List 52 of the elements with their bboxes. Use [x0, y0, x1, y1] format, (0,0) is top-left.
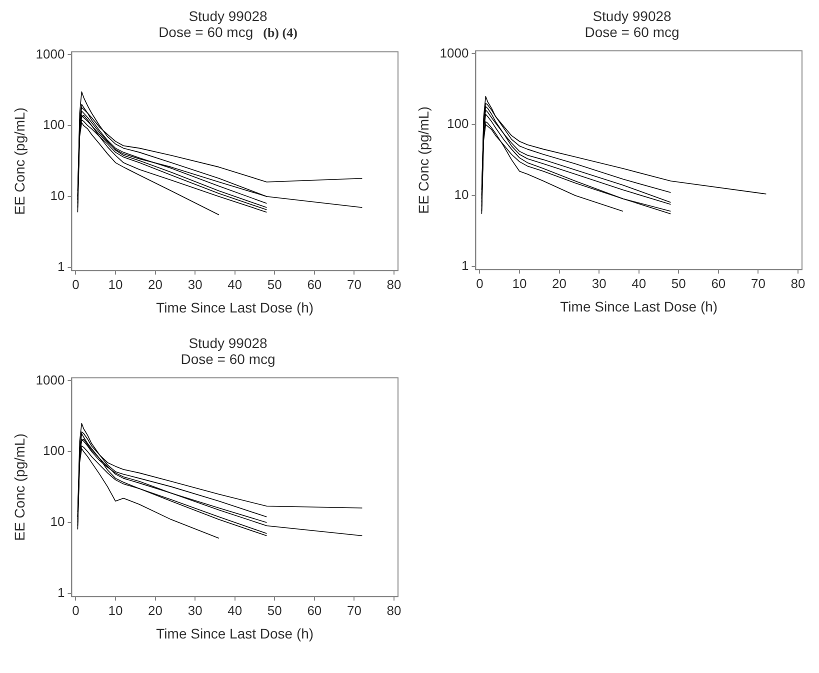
x-tick-label: 50 [267, 602, 282, 618]
y-tick-label: 1000 [36, 372, 65, 388]
x-axis-title: Time Since Last Dose (h) [156, 625, 314, 642]
y-tick-label: 100 [43, 117, 65, 132]
y-axis-title: EE Conc (pg/mL) [11, 434, 28, 541]
y-tick-label: 1000 [440, 45, 469, 60]
x-axis-title: Time Since Last Dose (h) [560, 298, 718, 314]
y-tick-label: 1000 [36, 46, 65, 62]
x-tick-label: 30 [592, 276, 606, 291]
x-tick-label: 20 [148, 276, 163, 292]
x-tick-label: 70 [346, 602, 362, 618]
x-tick-label: 60 [307, 602, 322, 618]
chart-title: Study 99028 [592, 8, 672, 24]
chart-subtitle: Dose = 60 mcg [584, 24, 680, 40]
y-tick-label: 10 [50, 188, 65, 204]
chart-subtitle: Dose = 60 mcg [180, 351, 276, 367]
x-tick-label: 0 [72, 276, 80, 292]
y-tick-label: 100 [447, 116, 469, 132]
y-axis-title: EE Conc (pg/mL) [11, 108, 28, 215]
x-tick-label: 80 [386, 602, 402, 618]
x-tick-label: 10 [108, 276, 123, 292]
x-tick-label: 40 [632, 276, 646, 291]
x-tick-label: 80 [386, 276, 402, 292]
y-tick-label: 10 [50, 514, 65, 530]
x-tick-label: 60 [711, 276, 726, 291]
x-tick-label: 50 [267, 276, 282, 292]
x-tick-label: 30 [188, 276, 202, 292]
x-axis-title: Time Since Last Dose (h) [156, 299, 314, 316]
x-tick-label: 0 [72, 602, 80, 618]
x-tick-label: 60 [307, 276, 322, 292]
text: (b) (4) [263, 25, 298, 40]
x-tick-label: 20 [552, 276, 567, 291]
x-tick-label: 50 [671, 276, 686, 291]
x-tick-label: 40 [228, 602, 242, 618]
y-tick-label: 10 [454, 187, 469, 202]
chart-subtitle: Dose = 60 mcg [158, 24, 254, 40]
x-tick-label: 20 [148, 602, 163, 618]
x-tick-label: 70 [750, 276, 766, 291]
x-tick-label: 70 [346, 276, 362, 292]
x-tick-label: 80 [790, 276, 806, 291]
y-tick-label: 1 [461, 258, 469, 273]
x-tick-label: 30 [188, 602, 202, 618]
x-tick-label: 40 [228, 276, 242, 292]
x-tick-label: 10 [108, 602, 123, 618]
y-axis-title: EE Conc (pg/mL) [415, 106, 432, 214]
y-tick-label: 1 [57, 584, 65, 600]
chart-title: Study 99028 [188, 335, 268, 351]
y-tick-label: 100 [43, 443, 65, 458]
x-tick-label: 0 [476, 276, 484, 291]
x-tick-label: 10 [512, 276, 527, 291]
chart-title: Study 99028 [188, 8, 268, 24]
y-tick-label: 1 [57, 258, 65, 274]
